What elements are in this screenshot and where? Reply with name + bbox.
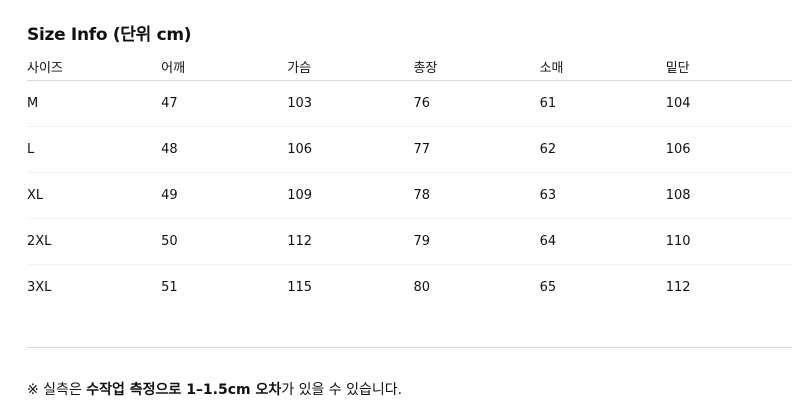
table-cell: 106 <box>665 126 792 173</box>
table-cell: 78 <box>413 172 540 219</box>
table-cell: L <box>27 126 162 173</box>
column-header: 총장 <box>413 52 540 81</box>
table-row: M 47 103 76 61 104 <box>27 80 792 127</box>
note-bold: 수작업 측정으로 1–1.5cm 오차 <box>86 382 282 398</box>
table-cell: 110 <box>665 218 792 265</box>
table-cell: 65 <box>539 280 557 295</box>
table-cell: 112 <box>665 280 691 295</box>
table-row: 3XL 51 115 80 65 112 <box>27 265 792 311</box>
table-cell: 61 <box>539 80 666 127</box>
table-cell: 47 <box>161 80 288 127</box>
column-header: 가슴 <box>287 52 414 81</box>
table-cell: 48 <box>161 126 288 173</box>
table-cell: 112 <box>287 218 414 265</box>
table-cell: 76 <box>413 80 540 127</box>
column-header: 사이즈 <box>27 52 162 81</box>
table-cell: M <box>27 80 162 127</box>
table-cell: 64 <box>539 218 666 265</box>
table-cell: 103 <box>287 80 414 127</box>
table-cell: 49 <box>161 172 288 219</box>
table-cell: 79 <box>413 218 540 265</box>
table-cell: 51 <box>161 280 178 295</box>
table-cell: 104 <box>665 80 792 127</box>
table-cell: 77 <box>413 126 540 173</box>
table-cell: 108 <box>665 172 792 219</box>
note-prefix: ※ 실측은 <box>27 382 87 398</box>
size-table: 사이즈 어깨 가슴 총장 소매 밑단 M 47 103 76 61 104 L 48 106 77 62 106… <box>27 52 792 310</box>
divider <box>27 347 792 348</box>
page-title: Size Info (단위 cm) <box>27 25 192 45</box>
table-header-row: 사이즈 어깨 가슴 총장 소매 밑단 <box>27 52 792 81</box>
table-cell: 115 <box>287 280 313 295</box>
column-header: 소매 <box>539 52 666 81</box>
table-cell: 3XL <box>27 280 52 295</box>
table-cell: XL <box>27 172 162 219</box>
table-row: L 48 106 77 62 106 <box>27 126 792 173</box>
table-cell: 80 <box>413 280 431 295</box>
table-cell: 2XL <box>27 218 162 265</box>
table-cell: 106 <box>287 126 414 173</box>
note-suffix: 가 있을 수 있습니다. <box>281 382 403 398</box>
table-cell: 62 <box>539 126 666 173</box>
table-cell: 50 <box>161 218 288 265</box>
table-row: XL 49 109 78 63 108 <box>27 172 792 219</box>
table-row: 2XL 50 112 79 64 110 <box>27 218 792 265</box>
column-header: 어깨 <box>161 52 288 81</box>
column-header: 밑단 <box>665 52 792 81</box>
table-cell: 63 <box>539 172 666 219</box>
measurement-note: ※ 실측은 수작업 측정으로 1–1.5cm 오차가 있을 수 있습니다. <box>27 379 402 399</box>
table-cell: 109 <box>287 172 414 219</box>
